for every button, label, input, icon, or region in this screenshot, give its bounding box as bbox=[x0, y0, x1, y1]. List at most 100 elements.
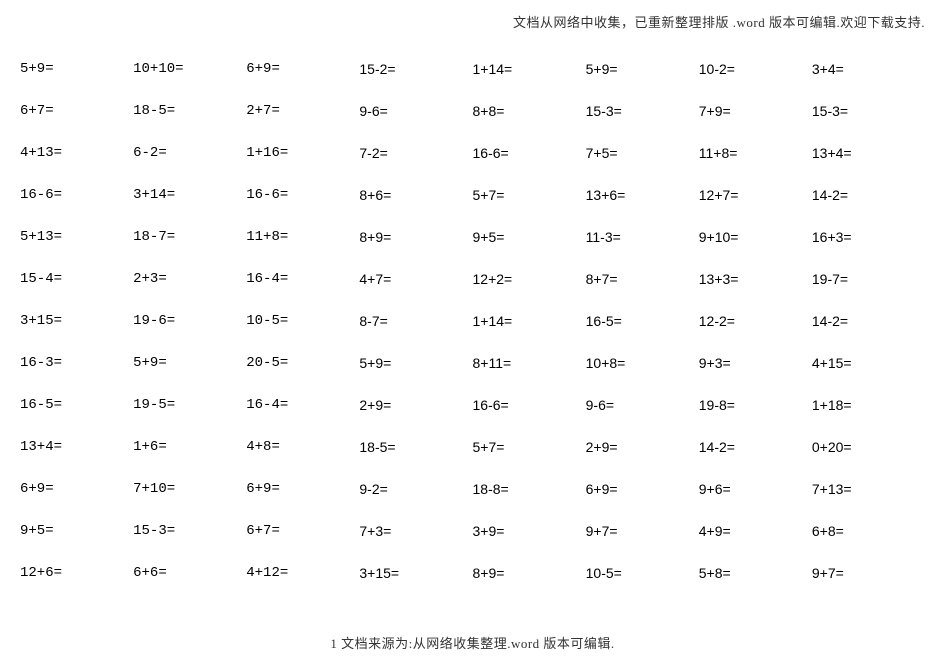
math-problem-cell: 4+7= bbox=[359, 258, 472, 300]
math-problem-cell: 9+5= bbox=[473, 216, 586, 258]
math-problem-cell: 8+9= bbox=[359, 216, 472, 258]
math-problem-cell: 16-4= bbox=[246, 384, 359, 426]
math-problem-cell: 3+15= bbox=[20, 300, 133, 342]
math-problem-cell: 9+7= bbox=[586, 510, 699, 552]
math-problem-cell: 7+10= bbox=[133, 468, 246, 510]
math-problem-cell: 4+9= bbox=[699, 510, 812, 552]
math-problem-cell: 15-3= bbox=[586, 90, 699, 132]
math-problem-cell: 6+8= bbox=[812, 510, 925, 552]
math-problem-cell: 6+7= bbox=[246, 510, 359, 552]
math-problem-cell: 16-5= bbox=[586, 300, 699, 342]
math-problem-cell: 5+9= bbox=[20, 48, 133, 90]
math-problem-cell: 6+9= bbox=[586, 468, 699, 510]
worksheet-area: 5+9=10+10=6+9=15-2=1+14=5+9=10-2=3+4=6+7… bbox=[20, 48, 925, 594]
math-problem-cell: 1+14= bbox=[473, 48, 586, 90]
math-problem-cell: 16-6= bbox=[246, 174, 359, 216]
math-problem-cell: 8+7= bbox=[586, 258, 699, 300]
math-problem-cell: 4+13= bbox=[20, 132, 133, 174]
math-problem-cell: 12-2= bbox=[699, 300, 812, 342]
math-problem-cell: 9+5= bbox=[20, 510, 133, 552]
math-problem-cell: 16-6= bbox=[473, 384, 586, 426]
math-problem-cell: 9+10= bbox=[699, 216, 812, 258]
math-problem-cell: 9-2= bbox=[359, 468, 472, 510]
math-problem-cell: 1+6= bbox=[133, 426, 246, 468]
math-problem-cell: 5+9= bbox=[359, 342, 472, 384]
math-problem-cell: 2+7= bbox=[246, 90, 359, 132]
math-problem-cell: 14-2= bbox=[812, 300, 925, 342]
math-problem-cell: 2+9= bbox=[359, 384, 472, 426]
math-problem-cell: 6+9= bbox=[246, 468, 359, 510]
math-problem-cell: 4+15= bbox=[812, 342, 925, 384]
math-problem-cell: 7+5= bbox=[586, 132, 699, 174]
math-problem-cell: 15-2= bbox=[359, 48, 472, 90]
math-problem-cell: 1+16= bbox=[246, 132, 359, 174]
math-problem-cell: 5+9= bbox=[133, 342, 246, 384]
math-problem-cell: 3+14= bbox=[133, 174, 246, 216]
math-problem-cell: 13+6= bbox=[586, 174, 699, 216]
math-problem-cell: 8+8= bbox=[473, 90, 586, 132]
math-problem-cell: 15-3= bbox=[133, 510, 246, 552]
math-problem-cell: 16-6= bbox=[20, 174, 133, 216]
math-problem-cell: 15-4= bbox=[20, 258, 133, 300]
footer-note: 1 文档来源为:从网络收集整理.word 版本可编辑. bbox=[0, 633, 945, 652]
math-problem-cell: 8+9= bbox=[473, 552, 586, 594]
math-problem-cell: 19-8= bbox=[699, 384, 812, 426]
math-problem-cell: 3+4= bbox=[812, 48, 925, 90]
math-problem-cell: 16-4= bbox=[246, 258, 359, 300]
math-problem-cell: 13+3= bbox=[699, 258, 812, 300]
math-problem-cell: 2+9= bbox=[586, 426, 699, 468]
math-problem-cell: 5+7= bbox=[473, 426, 586, 468]
math-problem-cell: 12+7= bbox=[699, 174, 812, 216]
math-problem-cell: 16+3= bbox=[812, 216, 925, 258]
math-problem-cell: 12+6= bbox=[20, 552, 133, 594]
math-problem-cell: 20-5= bbox=[246, 342, 359, 384]
math-problem-cell: 16-3= bbox=[20, 342, 133, 384]
math-problem-cell: 9+7= bbox=[812, 552, 925, 594]
math-problem-grid: 5+9=10+10=6+9=15-2=1+14=5+9=10-2=3+4=6+7… bbox=[20, 48, 925, 594]
math-problem-cell: 7+3= bbox=[359, 510, 472, 552]
math-problem-cell: 7-2= bbox=[359, 132, 472, 174]
math-problem-cell: 18-8= bbox=[473, 468, 586, 510]
math-problem-cell: 3+9= bbox=[473, 510, 586, 552]
math-problem-cell: 6+7= bbox=[20, 90, 133, 132]
math-problem-cell: 19-6= bbox=[133, 300, 246, 342]
math-problem-cell: 6+6= bbox=[133, 552, 246, 594]
math-problem-cell: 6+9= bbox=[20, 468, 133, 510]
math-problem-cell: 18-7= bbox=[133, 216, 246, 258]
math-problem-cell: 5+8= bbox=[699, 552, 812, 594]
math-problem-cell: 7+13= bbox=[812, 468, 925, 510]
math-problem-cell: 14-2= bbox=[812, 174, 925, 216]
math-problem-cell: 3+15= bbox=[359, 552, 472, 594]
math-problem-cell: 9+6= bbox=[699, 468, 812, 510]
math-problem-cell: 16-6= bbox=[473, 132, 586, 174]
math-problem-cell: 5+13= bbox=[20, 216, 133, 258]
math-problem-cell: 7+9= bbox=[699, 90, 812, 132]
math-problem-cell: 10-5= bbox=[586, 552, 699, 594]
math-problem-cell: 4+8= bbox=[246, 426, 359, 468]
math-problem-cell: 9+3= bbox=[699, 342, 812, 384]
math-problem-cell: 6+9= bbox=[246, 48, 359, 90]
math-problem-cell: 1+14= bbox=[473, 300, 586, 342]
math-problem-cell: 2+3= bbox=[133, 258, 246, 300]
math-problem-cell: 4+12= bbox=[246, 552, 359, 594]
math-problem-cell: 5+7= bbox=[473, 174, 586, 216]
math-problem-cell: 8+6= bbox=[359, 174, 472, 216]
math-problem-cell: 13+4= bbox=[812, 132, 925, 174]
math-problem-cell: 19-7= bbox=[812, 258, 925, 300]
math-problem-cell: 8+11= bbox=[473, 342, 586, 384]
math-problem-cell: 11-3= bbox=[586, 216, 699, 258]
header-note: 文档从网络中收集，已重新整理排版 .word 版本可编辑.欢迎下载支持. bbox=[513, 12, 925, 31]
math-problem-cell: 15-3= bbox=[812, 90, 925, 132]
math-problem-cell: 11+8= bbox=[246, 216, 359, 258]
math-problem-cell: 10-2= bbox=[699, 48, 812, 90]
math-problem-cell: 9-6= bbox=[359, 90, 472, 132]
math-problem-cell: 14-2= bbox=[699, 426, 812, 468]
math-problem-cell: 19-5= bbox=[133, 384, 246, 426]
math-problem-cell: 1+18= bbox=[812, 384, 925, 426]
math-problem-cell: 18-5= bbox=[133, 90, 246, 132]
math-problem-cell: 0+20= bbox=[812, 426, 925, 468]
math-problem-cell: 11+8= bbox=[699, 132, 812, 174]
math-problem-cell: 12+2= bbox=[473, 258, 586, 300]
math-problem-cell: 9-6= bbox=[586, 384, 699, 426]
math-problem-cell: 10+8= bbox=[586, 342, 699, 384]
